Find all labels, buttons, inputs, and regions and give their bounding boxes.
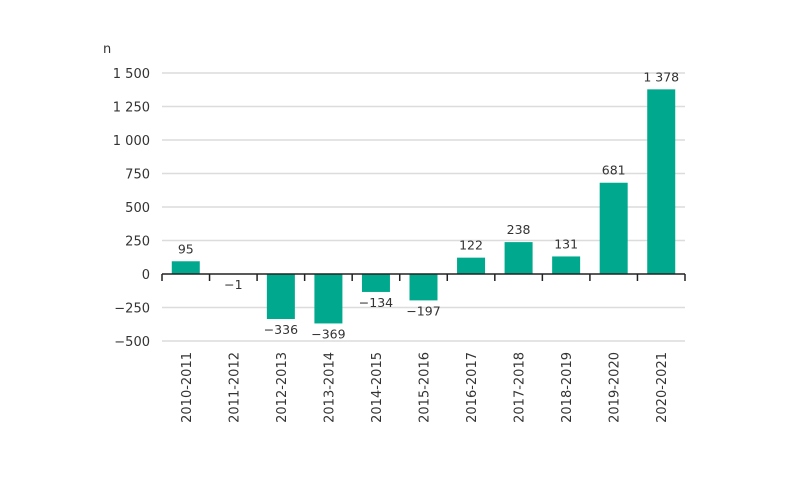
x-tick-label: 2016-2017: [465, 352, 480, 423]
x-tick-label: 2020-2021: [655, 352, 670, 423]
data-label: −336: [264, 322, 298, 337]
x-tick-label: 2015-2016: [418, 352, 433, 423]
x-tick-label: 2013-2014: [322, 352, 337, 423]
bar: [171, 261, 200, 274]
y-tick-label: 0: [142, 268, 150, 283]
data-label: 681: [602, 163, 626, 178]
data-label: 238: [507, 222, 531, 237]
bar: [599, 182, 628, 274]
y-tick-label: 250: [125, 235, 150, 250]
y-axis-label: n: [103, 42, 111, 57]
bar: [457, 257, 486, 274]
bar: [361, 274, 390, 292]
bar: [409, 274, 438, 301]
data-label: −369: [311, 326, 345, 341]
x-tick-label: 2010-2011: [180, 352, 195, 423]
x-tick-label: 2011-2012: [227, 352, 242, 423]
data-label: 95: [178, 241, 194, 256]
bar: [504, 242, 533, 274]
y-tick-label: 750: [125, 168, 150, 183]
bar: [266, 274, 295, 320]
y-tick-label: 1 500: [113, 67, 150, 82]
x-tick-label: 2017-2018: [513, 352, 528, 423]
data-label: −134: [359, 295, 393, 310]
bar: [552, 256, 581, 274]
y-tick-label: 1 000: [113, 134, 150, 149]
y-tick-label: 500: [125, 201, 150, 216]
y-tick-label: 1 250: [113, 101, 150, 116]
bar: [314, 274, 343, 324]
x-tick-label: 2014-2015: [370, 352, 385, 423]
data-label: −1: [224, 277, 242, 292]
y-tick-label: −250: [114, 302, 150, 317]
y-tick-label: −500: [114, 335, 150, 350]
data-label: −197: [406, 303, 440, 318]
x-tick-label: 2018-2019: [560, 352, 575, 423]
bar: [647, 89, 676, 275]
x-tick-label: 2019-2020: [608, 352, 623, 423]
data-label: 131: [554, 236, 578, 251]
x-tick-label: 2012-2013: [275, 352, 290, 423]
data-label: 122: [459, 238, 483, 253]
data-label: 1 378: [643, 69, 679, 84]
